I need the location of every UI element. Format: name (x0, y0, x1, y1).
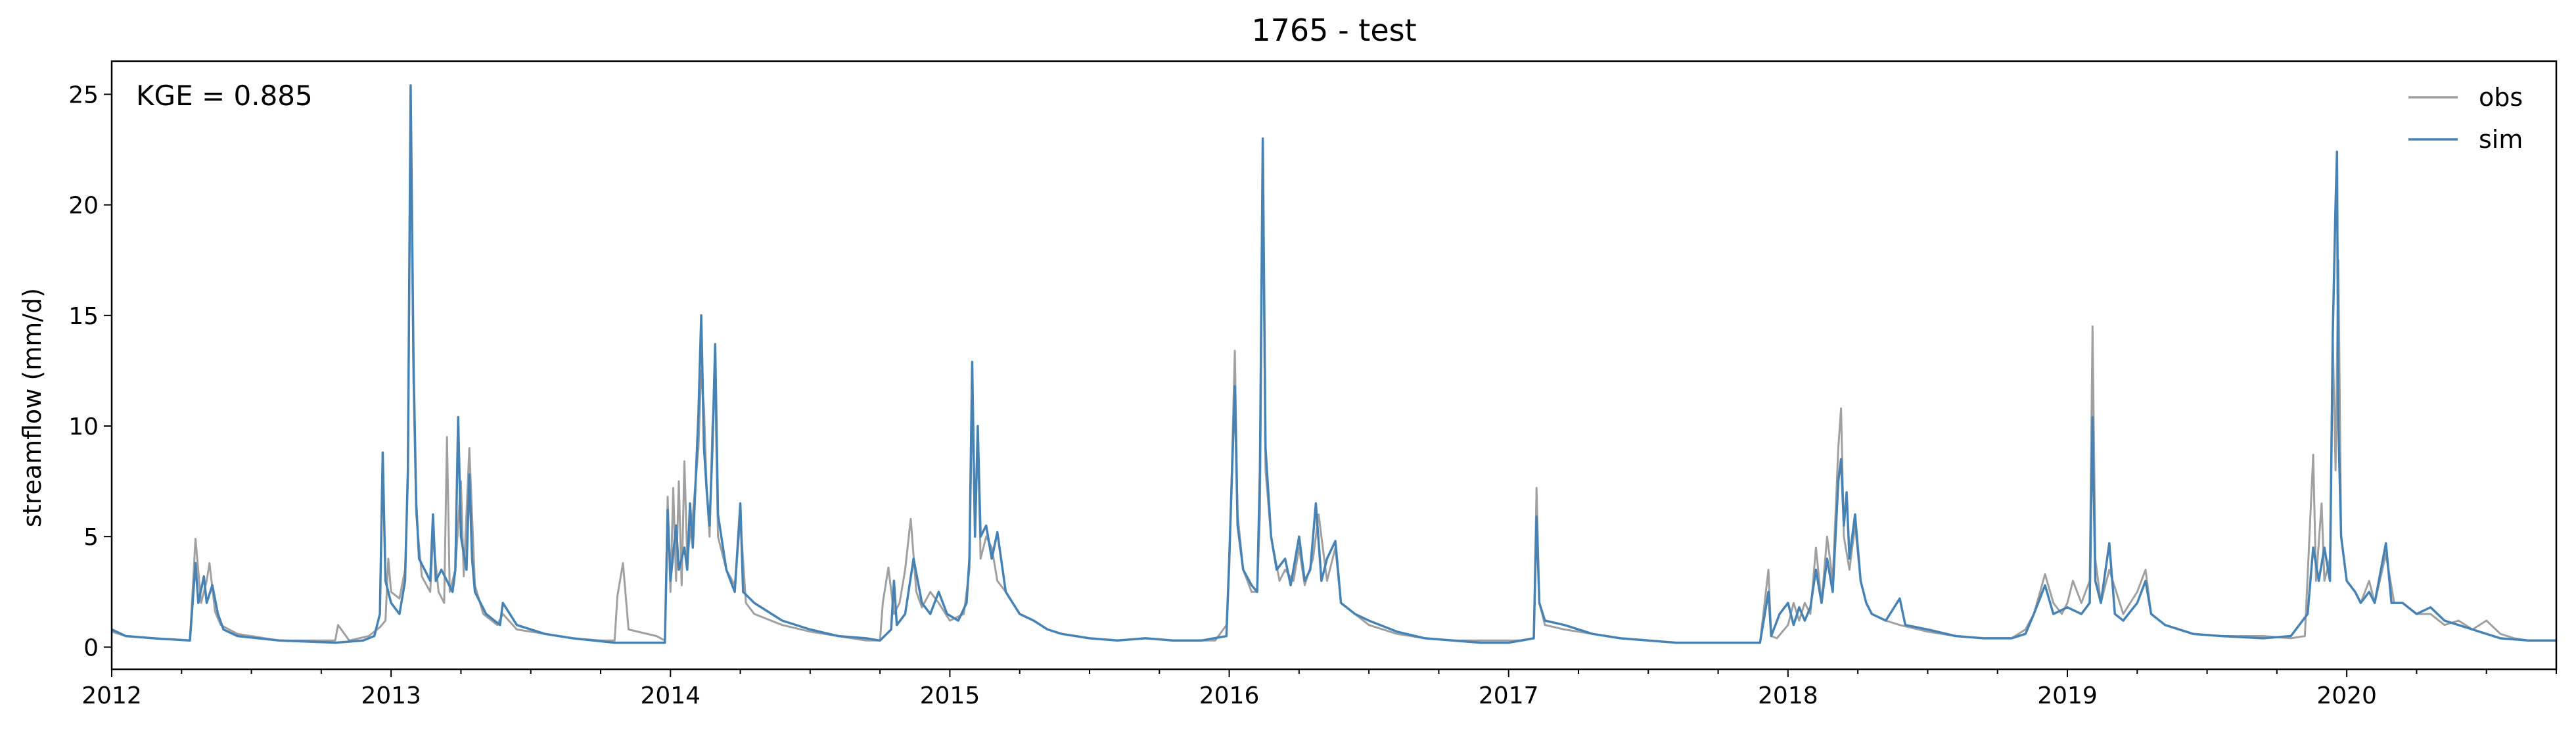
chart-title: 1765 - test (1251, 12, 1416, 48)
y-tick-label: 10 (68, 414, 99, 440)
x-tick-label: 2017 (1479, 682, 1539, 709)
legend-label-obs: obs (2479, 83, 2523, 112)
x-tick-label: 2018 (1758, 682, 1818, 709)
kge-annotation: KGE = 0.885 (136, 80, 313, 112)
x-tick-label: 2013 (361, 682, 421, 709)
y-axis-label: streamflow (mm/d) (18, 288, 47, 527)
x-tick-label: 2019 (2037, 682, 2098, 709)
y-axis: 0 5 10 15 20 25 (68, 82, 112, 661)
x-tick-label: 2014 (640, 682, 701, 709)
y-tick-label: 20 (68, 193, 99, 220)
legend: obs sim (2408, 83, 2523, 154)
y-tick-label: 25 (68, 82, 99, 108)
y-tick-label: 15 (68, 303, 99, 330)
legend-label-sim: sim (2479, 125, 2523, 154)
series-line-sim (112, 84, 2556, 644)
y-tick-label: 5 (83, 524, 99, 551)
x-axis: 2012 2013 2014 2015 2016 2017 2018 2019 2020 (81, 669, 2557, 709)
x-tick-label: 2020 (2316, 682, 2377, 709)
x-tick-label: 2012 (81, 682, 142, 709)
plot-frame (110, 60, 2558, 671)
x-tick-label: 2016 (1199, 682, 1260, 709)
x-tick-label: 2015 (920, 682, 980, 709)
series-layer (112, 84, 2556, 644)
y-tick-label: 0 (83, 634, 99, 661)
